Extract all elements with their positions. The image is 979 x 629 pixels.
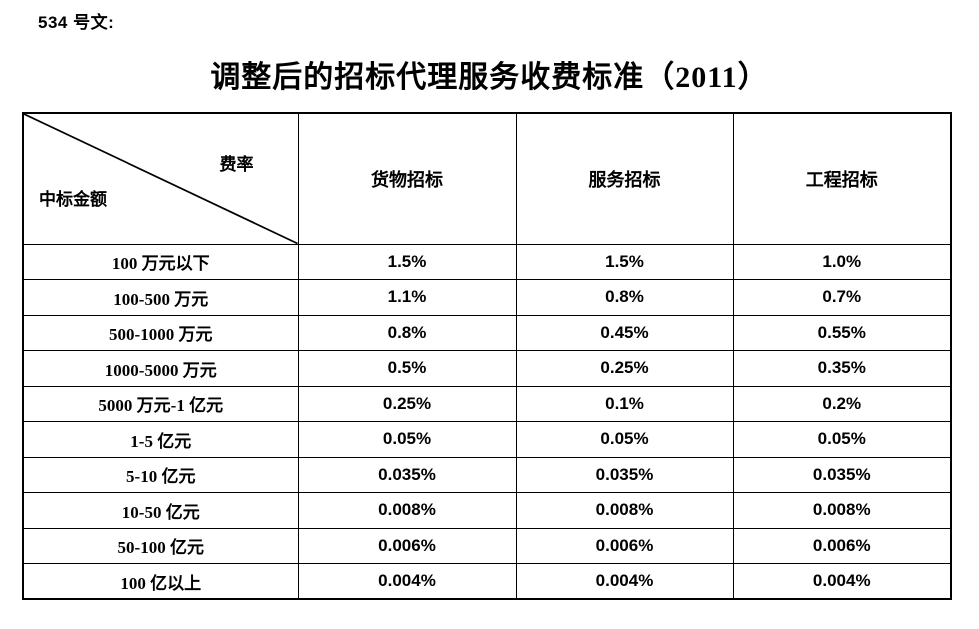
corner-cell: 费率 中标金额: [22, 112, 299, 245]
rate-cell: 0.035%: [515, 456, 734, 493]
rate-cell: 0.35%: [732, 350, 952, 387]
row-label-amount-range: 100 万元以下: [22, 243, 299, 280]
row-label-amount-range: 100-500 万元: [22, 279, 299, 316]
table-row: 5-10 亿元 0.035% 0.035% 0.035%: [22, 456, 952, 493]
rate-cell: 0.25%: [515, 350, 734, 387]
header-row: 费率 中标金额 货物招标 服务招标 工程招标: [22, 112, 952, 245]
rate-cell: 1.1%: [297, 279, 517, 316]
row-label-amount-range: 500-1000 万元: [22, 314, 299, 351]
row-label-amount-range: 50-100 亿元: [22, 527, 299, 564]
table-row: 1-5 亿元 0.05% 0.05% 0.05%: [22, 421, 952, 458]
diagonal-divider-line: [24, 114, 298, 244]
table-row: 100 亿以上 0.004% 0.004% 0.004%: [22, 563, 952, 600]
rate-cell: 0.035%: [732, 456, 952, 493]
row-label-amount-range: 5-10 亿元: [22, 456, 299, 493]
rate-cell: 0.55%: [732, 314, 952, 351]
fee-table: 费率 中标金额 货物招标 服务招标 工程招标 100 万元以下 1.5% 1.5% 1…: [22, 112, 952, 600]
row-label-amount-range: 100 亿以上: [22, 563, 299, 600]
rate-cell: 0.008%: [732, 492, 952, 529]
corner-label-bid-amount: 中标金额: [39, 190, 107, 209]
table-row: 500-1000 万元 0.8% 0.45% 0.55%: [22, 314, 952, 351]
rate-cell: 0.006%: [515, 527, 734, 564]
rate-cell: 1.5%: [297, 243, 517, 280]
rate-cell: 0.004%: [297, 563, 517, 600]
table-row: 100 万元以下 1.5% 1.5% 1.0%: [22, 243, 952, 280]
row-label-amount-range: 1-5 亿元: [22, 421, 299, 458]
table-row: 10-50 亿元 0.008% 0.008% 0.008%: [22, 492, 952, 529]
page-title: 调整后的招标代理服务收费标准（2011）: [210, 61, 769, 94]
rate-cell: 0.1%: [515, 385, 734, 422]
document-number-label: 534 号文:: [38, 13, 115, 32]
table-row: 5000 万元-1 亿元 0.25% 0.1% 0.2%: [22, 385, 952, 422]
fee-table-body: 100 万元以下 1.5% 1.5% 1.0% 100-500 万元 1.1% 0.8% 0.…: [22, 243, 952, 600]
rate-cell: 0.006%: [297, 527, 517, 564]
table-row: 50-100 亿元 0.006% 0.006% 0.006%: [22, 527, 952, 564]
rate-cell: 0.2%: [732, 385, 952, 422]
row-label-amount-range: 10-50 亿元: [22, 492, 299, 529]
col-header-goods-bidding: 货物招标: [297, 112, 517, 245]
rate-cell: 0.8%: [515, 279, 734, 316]
rate-cell: 0.25%: [297, 385, 517, 422]
table-row: 1000-5000 万元 0.5% 0.25% 0.35%: [22, 350, 952, 387]
rate-cell: 0.008%: [515, 492, 734, 529]
rate-cell: 0.035%: [297, 456, 517, 493]
rate-cell: 1.5%: [515, 243, 734, 280]
rate-cell: 0.006%: [732, 527, 952, 564]
row-label-amount-range: 5000 万元-1 亿元: [22, 385, 299, 422]
rate-cell: 0.45%: [515, 314, 734, 351]
rate-cell: 0.8%: [297, 314, 517, 351]
corner-label-fee-rate: 费率: [219, 155, 254, 174]
rate-cell: 0.008%: [297, 492, 517, 529]
col-header-service-bidding: 服务招标: [515, 112, 734, 245]
rate-cell: 0.004%: [515, 563, 734, 600]
row-label-amount-range: 1000-5000 万元: [22, 350, 299, 387]
rate-cell: 0.05%: [515, 421, 734, 458]
table-row: 100-500 万元 1.1% 0.8% 0.7%: [22, 279, 952, 316]
rate-cell: 1.0%: [732, 243, 952, 280]
rate-cell: 0.5%: [297, 350, 517, 387]
col-header-engineering-bidding: 工程招标: [732, 112, 952, 245]
rate-cell: 0.05%: [732, 421, 952, 458]
rate-cell: 0.004%: [732, 563, 952, 600]
rate-cell: 0.05%: [297, 421, 517, 458]
rate-cell: 0.7%: [732, 279, 952, 316]
